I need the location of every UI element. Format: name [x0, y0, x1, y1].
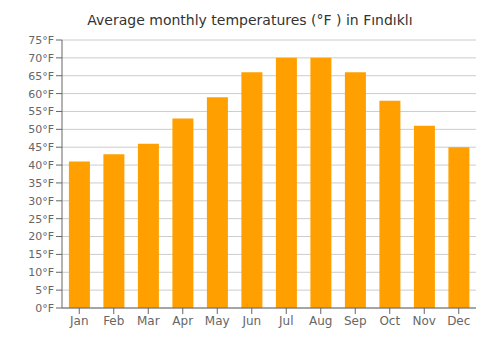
svg-text:Jan: Jan: [69, 314, 89, 328]
svg-text:Mar: Mar: [137, 314, 160, 328]
svg-text:Jun: Jun: [241, 314, 261, 328]
svg-text:5°F: 5°F: [35, 284, 54, 297]
svg-text:55°F: 55°F: [28, 105, 54, 118]
svg-text:40°F: 40°F: [28, 159, 54, 172]
svg-text:Jul: Jul: [278, 314, 293, 328]
svg-text:20°F: 20°F: [28, 230, 54, 243]
svg-text:45°F: 45°F: [28, 141, 54, 154]
svg-text:Sep: Sep: [344, 314, 367, 328]
svg-text:65°F: 65°F: [28, 70, 54, 83]
svg-text:75°F: 75°F: [28, 34, 54, 47]
html-text:Average monthly temperatures (: Average monthly temperatures (°F ) in Fı…: [87, 12, 413, 28]
svg-text:70°F: 70°F: [28, 52, 54, 65]
svg-text:Feb: Feb: [103, 314, 124, 328]
svg-text:0°F: 0°F: [35, 302, 54, 315]
svg-text:50°F: 50°F: [28, 123, 54, 136]
svg-text:Nov: Nov: [413, 314, 436, 328]
svg-text:35°F: 35°F: [28, 177, 54, 190]
svg-text:Oct: Oct: [379, 314, 400, 328]
svg-text:25°F: 25°F: [28, 213, 54, 226]
svg-text:May: May: [205, 314, 230, 328]
svg-text:Apr: Apr: [172, 314, 193, 328]
svg-text:15°F: 15°F: [28, 248, 54, 261]
svg-text:Dec: Dec: [447, 314, 470, 328]
svg-text:Aug: Aug: [309, 314, 332, 328]
svg-text:30°F: 30°F: [28, 195, 54, 208]
svg-text:10°F: 10°F: [28, 266, 54, 279]
svg-text:60°F: 60°F: [28, 88, 54, 101]
